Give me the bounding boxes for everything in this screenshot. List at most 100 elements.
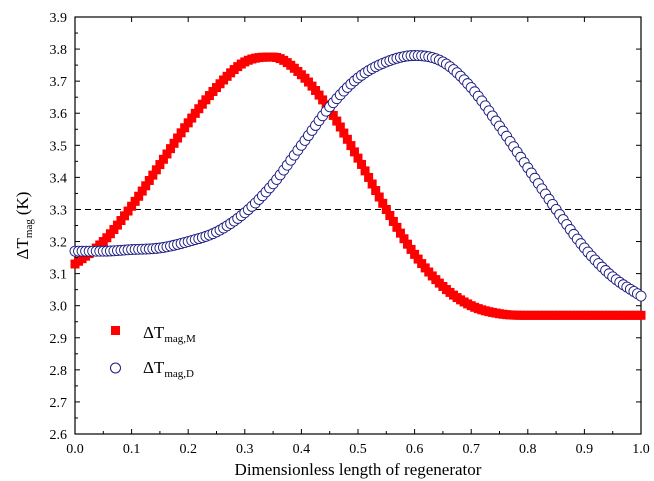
y-axis-label-unit: (K) [13,192,32,216]
y-tick-label: 2.7 [50,396,68,411]
data-point [137,186,147,196]
data-point [155,160,165,170]
data-point [410,249,420,259]
data-point [364,172,374,182]
x-tick-label: 0.8 [519,442,537,457]
data-point [158,154,168,164]
data-point [403,239,413,249]
data-point [130,196,140,206]
x-axis: 0.0 0.1 0.2 0.3 0.4 0.5 0.6 0.7 0.8 0.9 1.0 [66,17,650,457]
data-point [144,175,154,185]
y-tick-label: 3.1 [50,268,68,283]
data-point [176,128,186,138]
legend-label-d-main: ΔT [143,358,165,377]
series-mag-d [69,50,647,302]
x-tick-label: 0.6 [406,442,424,457]
data-point [349,147,359,157]
y-axis-label-sub: mag [23,219,35,238]
data-point [388,216,398,226]
y-tick-label: 3.7 [50,75,68,90]
data-point [371,186,381,196]
data-point [378,198,388,208]
x-tick-label: 0.1 [123,442,141,457]
x-tick-label: 0.0 [66,442,84,457]
series-group [69,50,647,320]
x-tick-label: 0.9 [576,442,594,457]
y-tick-label: 2.9 [50,332,68,347]
data-point [342,134,352,144]
data-point [190,108,200,118]
data-point [151,165,161,175]
data-point [180,123,190,133]
data-point [187,113,197,123]
data-point [314,90,324,100]
data-point [183,118,193,128]
x-tick-label: 0.5 [349,442,367,457]
data-point [360,166,370,176]
y-tick-label: 3.0 [50,300,68,315]
data-point [328,110,338,120]
data-point [311,85,321,95]
legend-label-m-main: ΔT [143,323,165,342]
y-tick-label: 2.6 [50,428,68,443]
legend-marker-d [110,362,121,374]
data-point [318,95,328,105]
data-point [635,290,647,302]
data-point [123,206,133,216]
y-tick-label: 3.6 [50,107,68,122]
data-point [392,222,402,232]
data-point [332,116,342,126]
data-point [413,254,423,264]
data-point [353,153,363,163]
y-tick-label: 3.3 [50,203,68,218]
data-point [141,181,151,191]
data-point [357,159,367,169]
data-point [395,228,405,238]
y-axis: 2.6 2.7 2.8 2.9 3.0 3.1 3.2 3.3 3.4 3.5 3.6 3.7 3.8 3… [50,11,641,443]
y-tick-label: 3.2 [50,236,68,251]
y-axis-label: ΔTmag (K) [13,192,35,260]
data-point [134,191,144,201]
data-point [385,210,395,220]
data-point [112,220,122,230]
y-tick-label: 3.5 [50,139,68,154]
y-tick-label: 2.8 [50,364,68,379]
data-point [116,216,126,226]
x-tick-label: 0.7 [462,442,480,457]
legend-label-d-sub: mag,D [164,368,194,380]
data-point [399,234,409,244]
data-point [120,211,130,221]
data-point [169,138,179,148]
x-tick-label: 0.4 [293,442,311,457]
data-point [367,179,377,189]
x-tick-label: 1.0 [632,442,650,457]
data-point [381,204,391,214]
x-tick-label: 0.2 [179,442,197,457]
legend: ΔTmag,M ΔTmag,D [110,323,196,380]
y-tick-label: 3.4 [50,171,68,186]
series-mag-m [70,52,646,320]
data-point [346,141,356,151]
data-point [194,104,204,114]
data-point [127,201,137,211]
y-axis-label-main: ΔT [13,238,32,260]
data-point [339,128,349,138]
legend-label-m: ΔTmag,M [143,323,196,345]
data-point [406,244,416,254]
x-axis-label: Dimensionless length of regenerator [235,460,482,479]
data-point [148,170,158,180]
data-point [162,149,172,159]
legend-label-m-sub: mag,M [164,333,196,345]
data-point [173,133,183,143]
data-point [166,144,176,154]
y-tick-label: 3.8 [50,43,68,58]
legend-label-d: ΔTmag,D [143,358,194,380]
data-point [374,192,384,202]
data-point [636,310,646,320]
y-tick-label: 3.9 [50,11,68,26]
x-tick-label: 0.3 [236,442,254,457]
legend-marker-m [111,326,120,335]
plot-area [69,16,647,435]
data-point [335,122,345,132]
